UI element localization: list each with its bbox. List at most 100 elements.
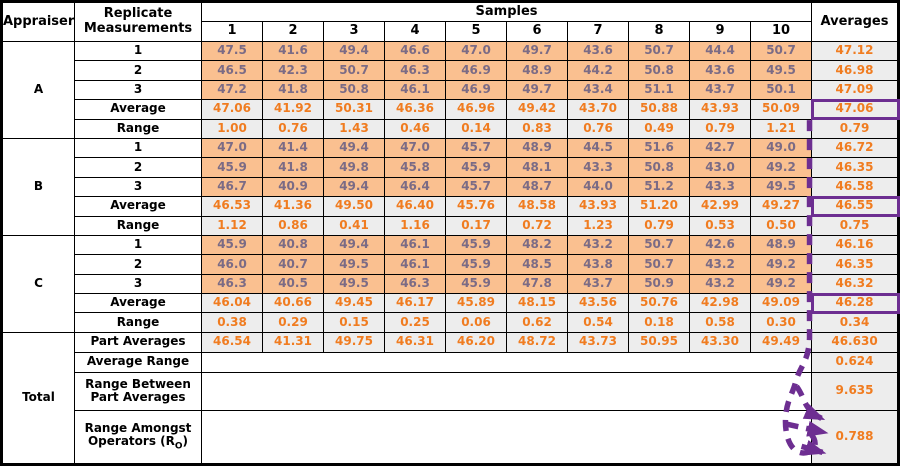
summary-cell: 1.43 <box>323 118 385 139</box>
table-row: Average 47.06 41.92 50.31 46.36 46.96 49.42 43.… <box>2 98 900 121</box>
total-row-label-line: Operators (RO) <box>87 434 189 452</box>
measurement-cell: 48.1 <box>506 157 568 178</box>
measurement-cell: 43.8 <box>567 254 629 275</box>
measurement-cell: 44.2 <box>567 60 629 81</box>
measurement-cell: 49.4 <box>323 234 385 256</box>
measurement-cell: 49.2 <box>749 254 813 275</box>
summary-cell: 43.56 <box>567 293 629 314</box>
total-average-cell: 9.635 <box>811 371 899 411</box>
summary-cell: 42.99 <box>689 196 751 217</box>
measurement-cell: 49.7 <box>506 79 568 101</box>
summary-cell: 48.15 <box>506 293 568 314</box>
summary-cell: 49.09 <box>749 293 813 314</box>
averages-column-header: Averages <box>811 1 899 42</box>
measurement-cell: 44.5 <box>567 137 629 159</box>
empty-merged-cell <box>200 351 813 373</box>
measurement-cell: 43.3 <box>567 157 629 178</box>
subscript: O <box>174 441 183 452</box>
measurement-cell: 50.8 <box>628 60 690 81</box>
measurement-cell: 43.2 <box>689 273 751 295</box>
summary-cell: 47.06 <box>201 99 263 120</box>
measurement-cell: 50.9 <box>628 273 690 295</box>
row-average-cell: 46.16 <box>811 234 899 256</box>
table-row: Range 1.00 0.76 1.43 0.46 0.14 0.83 0.76 0.49 0.7… <box>2 118 899 139</box>
measurement-cell: 49.0 <box>749 137 813 159</box>
summary-cell: 0.62 <box>506 312 568 333</box>
measurement-cell: 50.7 <box>628 40 690 62</box>
row-label: Average <box>74 196 202 217</box>
measurement-cell: 46.5 <box>201 60 263 81</box>
summary-cell: 0.15 <box>323 312 385 333</box>
measurement-cell: 49.5 <box>749 176 813 198</box>
measurement-cell: 45.9 <box>201 234 263 256</box>
sample-column-header: 7 <box>567 21 629 42</box>
summary-cell: 42.98 <box>689 293 751 314</box>
summary-cell: 46.17 <box>384 293 446 314</box>
summary-cell: 50.09 <box>749 99 813 120</box>
measurement-cell: 49.4 <box>323 137 385 159</box>
table-row: Range 0.38 0.29 0.15 0.25 0.06 0.62 0.54 0.18 0.5… <box>2 312 899 333</box>
summary-cell: 0.14 <box>445 118 507 139</box>
sample-column-header: 4 <box>384 21 446 42</box>
measurement-cell: 43.2 <box>567 234 629 256</box>
total-row-label-line: Part Averages <box>90 334 186 349</box>
summary-cell: 0.76 <box>262 118 324 139</box>
measurement-cell: 40.5 <box>262 273 324 295</box>
measurement-cell: 48.2 <box>506 234 568 256</box>
measurement-cell: 50.8 <box>628 157 690 178</box>
row-label: Average <box>74 293 202 314</box>
row-average-cell: 46.35 <box>811 157 899 178</box>
sample-column-header: 6 <box>506 21 568 42</box>
part-average-cell: 49.49 <box>749 331 813 353</box>
summary-cell: 48.58 <box>506 196 568 217</box>
total-row: Range Amongst Operators (RO) 0.788 <box>2 409 899 466</box>
measurement-cell: 45.7 <box>445 137 507 159</box>
empty-merged-cell <box>200 371 813 411</box>
measurement-cell: 40.8 <box>262 234 324 256</box>
sample-column-header: 1 <box>201 21 263 42</box>
measurement-cell: 47.0 <box>384 137 446 159</box>
summary-cell: 0.41 <box>323 215 385 236</box>
appraiser-column-header: Appraiser <box>1 1 75 42</box>
row-average-cell: 0.79 <box>811 118 899 139</box>
measurement-cell: 46.6 <box>384 40 446 62</box>
appraiser-label: B <box>1 137 75 236</box>
measurement-cell: 50.8 <box>323 79 385 101</box>
summary-cell: 0.17 <box>445 215 507 236</box>
summary-cell: 46.04 <box>201 293 263 314</box>
measurement-cell: 49.2 <box>749 157 813 178</box>
measurement-cell: 50.1 <box>749 79 813 101</box>
summary-cell: 0.46 <box>384 118 446 139</box>
total-row: Total Part Averages 46.54 41.31 49.75 46.31 46… <box>1 331 899 466</box>
row-label: 3 <box>74 176 202 198</box>
summary-cell: 1.21 <box>749 118 813 139</box>
part-average-cell: 48.72 <box>506 331 568 353</box>
summary-cell: 43.70 <box>567 99 629 120</box>
measurement-cell: 47.0 <box>445 40 507 62</box>
measurement-cell: 50.7 <box>628 234 690 256</box>
total-row: Average Range 0.624 <box>2 351 899 373</box>
appraiser-label: C <box>1 234 75 333</box>
measurement-cell: 43.6 <box>689 60 751 81</box>
measurement-cell: 44.4 <box>689 40 751 62</box>
total-row: Range Between Part Averages 9.635 <box>2 371 899 411</box>
measurement-cell: 43.6 <box>567 40 629 62</box>
table-row: Average 46.04 40.66 49.45 46.17 45.89 48.15 43.… <box>2 292 900 314</box>
summary-cell: 0.30 <box>749 312 813 333</box>
measurement-cell: 45.9 <box>201 157 263 178</box>
summary-cell: 46.53 <box>201 196 263 217</box>
summary-cell: 45.76 <box>445 196 507 217</box>
part-average-cell: 43.73 <box>567 331 629 353</box>
part-average-cell: 46.31 <box>384 331 446 353</box>
measurement-cell: 43.3 <box>689 176 751 198</box>
summary-cell: 49.42 <box>506 99 568 120</box>
row-label: Average <box>74 99 202 120</box>
measurement-cell: 49.4 <box>323 176 385 198</box>
sample-column-header: 9 <box>689 21 751 42</box>
replicate-header-line2: Measurements <box>83 21 193 36</box>
summary-cell: 0.72 <box>506 215 568 236</box>
measurement-cell: 44.0 <box>567 176 629 198</box>
highlighted-average-cell: 47.06 <box>810 98 900 121</box>
table-row: 3 46.7 40.9 49.4 46.4 45.7 48.7 44.0 51.2 43.3 49.… <box>2 176 899 198</box>
summary-cell: 0.38 <box>201 312 263 333</box>
